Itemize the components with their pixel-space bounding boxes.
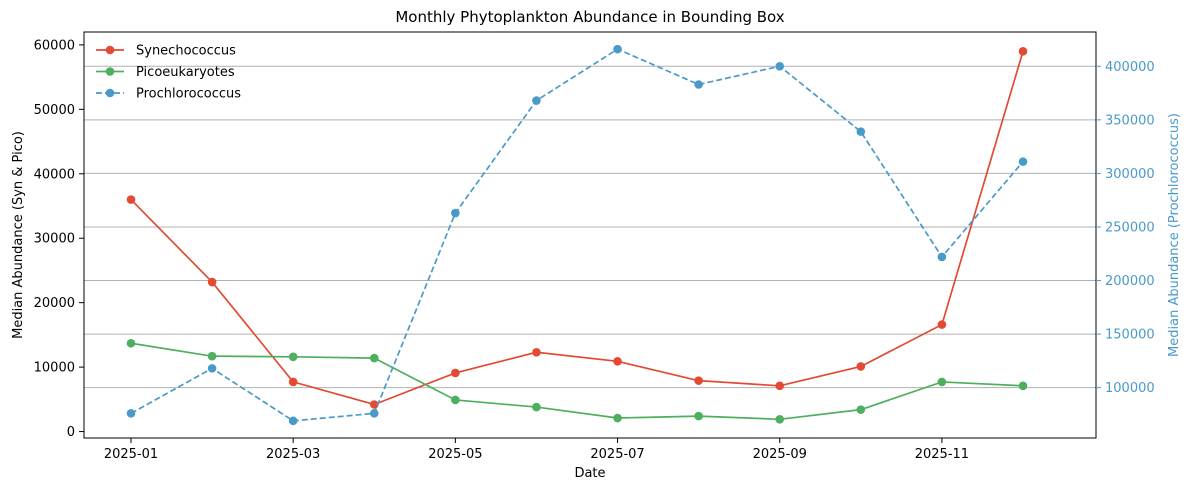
data-point-synechococcus: [937, 320, 947, 329]
data-point-synechococcus: [1018, 47, 1028, 56]
data-point-synechococcus: [775, 381, 785, 391]
data-point-prochlorococcus: [288, 416, 298, 426]
data-point-prochlorococcus: [451, 208, 460, 218]
data-point-picoeukaryotes: [775, 415, 785, 424]
data-point-synechococcus: [613, 357, 622, 366]
y-axis-right-title: Median Abundance (Prochlorococcus): [1167, 113, 1182, 357]
x-tick-label: 2025-01: [104, 447, 158, 462]
y-left-tick-label: 60000: [34, 38, 75, 53]
series-line-synechococcus: [130, 51, 1024, 406]
grid-lines: [84, 65, 1096, 389]
legend-label: Prochlorococcus: [136, 87, 241, 102]
data-point-picoeukaryotes: [694, 411, 703, 421]
y-left-tick-label: 20000: [34, 296, 75, 311]
chart-title: Monthly Phytoplankton Abundance in Bound…: [395, 8, 784, 26]
y-left-tick-label: 10000: [34, 361, 75, 376]
data-point-picoeukaryotes: [937, 377, 947, 387]
legend-label: Synechococcus: [136, 44, 236, 59]
data-point-synechococcus: [856, 362, 866, 371]
data-point-synechococcus: [207, 277, 217, 287]
data-point-picoeukaryotes: [532, 402, 541, 412]
legend: Synechococcus Picoeukaryotes Prochlorococc…: [96, 44, 241, 102]
x-tick-label: 2025-05: [428, 447, 482, 462]
y-left-tick-label: 0: [67, 425, 75, 440]
data-point-synechococcus: [369, 400, 379, 409]
data-point-prochlorococcus: [613, 44, 622, 54]
x-axis-title: Date: [574, 466, 605, 481]
y-axis-left: 0 10000 20000 30000 40000 50000 60000: [34, 38, 84, 440]
y-right-tick-label: 150000: [1105, 328, 1155, 343]
x-tick-label: 2025-11: [915, 447, 969, 462]
y-axis-right: 100000 150000 200000 250000 300000 350000 4000…: [1096, 60, 1155, 396]
y-right-tick-label: 300000: [1105, 167, 1155, 182]
data-point-picoeukaryotes: [369, 353, 379, 363]
series-layer: [126, 44, 1028, 426]
series-line-picoeukaryotes: [130, 342, 1024, 421]
x-axis: 2025-01 2025-03 2025-05 2025-07 2025-09 2025-…: [104, 438, 969, 462]
data-point-picoeukaryotes: [288, 352, 298, 362]
data-point-prochlorococcus: [694, 80, 703, 89]
data-point-synechococcus: [694, 376, 703, 385]
y-left-tick-label: 40000: [34, 167, 75, 182]
y-right-tick-label: 100000: [1105, 381, 1155, 396]
y-axis-left-title: Median Abundance (Syn & Pico): [11, 131, 26, 339]
data-point-prochlorococcus: [937, 252, 947, 262]
y-right-tick-label: 200000: [1105, 274, 1155, 289]
data-point-prochlorococcus: [207, 364, 217, 373]
data-point-prochlorococcus: [1018, 157, 1028, 166]
data-point-prochlorococcus: [532, 96, 541, 105]
data-point-synechococcus: [126, 195, 136, 204]
y-left-tick-label: 50000: [34, 103, 75, 118]
y-left-tick-label: 30000: [34, 232, 75, 247]
data-point-synechococcus: [288, 377, 298, 387]
data-point-prochlorococcus: [369, 409, 379, 418]
legend-marker: [105, 88, 115, 98]
data-point-synechococcus: [451, 368, 460, 378]
x-tick-label: 2025-09: [753, 447, 807, 462]
legend-marker: [105, 67, 115, 76]
x-tick-label: 2025-07: [590, 447, 644, 462]
y-right-tick-label: 400000: [1105, 60, 1155, 75]
data-point-synechococcus: [532, 347, 541, 357]
legend-marker: [105, 45, 115, 55]
data-point-picoeukaryotes: [126, 338, 136, 348]
data-point-picoeukaryotes: [451, 395, 460, 405]
series-line-prochlorococcus: [130, 48, 1024, 422]
y-right-tick-label: 250000: [1105, 220, 1155, 235]
data-point-picoeukaryotes: [613, 413, 622, 423]
data-point-prochlorococcus: [775, 61, 785, 71]
x-tick-label: 2025-03: [266, 447, 320, 462]
data-point-picoeukaryotes: [856, 405, 866, 414]
legend-label: Picoeukaryotes: [136, 65, 235, 80]
plot-area-frame: [83, 31, 1097, 439]
data-point-picoeukaryotes: [1018, 381, 1028, 391]
data-point-prochlorococcus: [856, 127, 866, 136]
data-point-picoeukaryotes: [207, 351, 217, 361]
y-right-tick-label: 350000: [1105, 113, 1155, 128]
data-point-prochlorococcus: [126, 409, 136, 418]
